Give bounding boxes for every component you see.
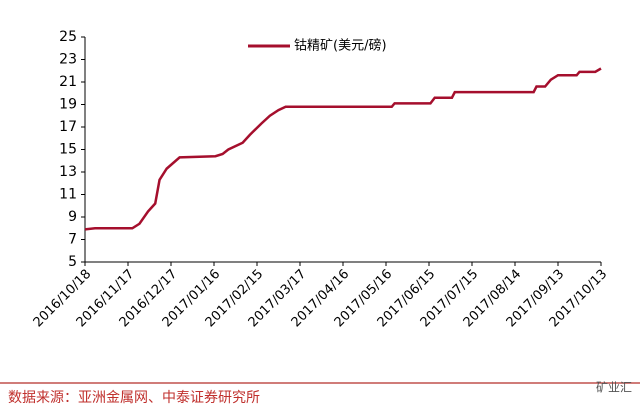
y-tick-label: 9 bbox=[68, 209, 77, 225]
watermark: 矿业汇 bbox=[596, 381, 632, 395]
y-tick-label: 13 bbox=[59, 164, 77, 180]
y-tick-label: 15 bbox=[59, 142, 77, 158]
legend-label: 钴精矿(美元/磅) bbox=[294, 38, 387, 54]
y-tick-label: 23 bbox=[59, 52, 77, 68]
y-tick-label: 11 bbox=[59, 187, 77, 203]
y-tick-label: 5 bbox=[68, 254, 77, 270]
y-tick-label: 17 bbox=[59, 119, 77, 135]
y-tick-label: 7 bbox=[68, 232, 77, 248]
y-tick-label: 19 bbox=[59, 97, 77, 113]
y-tick-label: 25 bbox=[59, 29, 77, 45]
y-tick-label: 21 bbox=[59, 74, 77, 90]
source-note: 数据来源：亚洲金属网、中泰证券研究所 bbox=[8, 390, 260, 406]
line-series bbox=[84, 67, 602, 231]
